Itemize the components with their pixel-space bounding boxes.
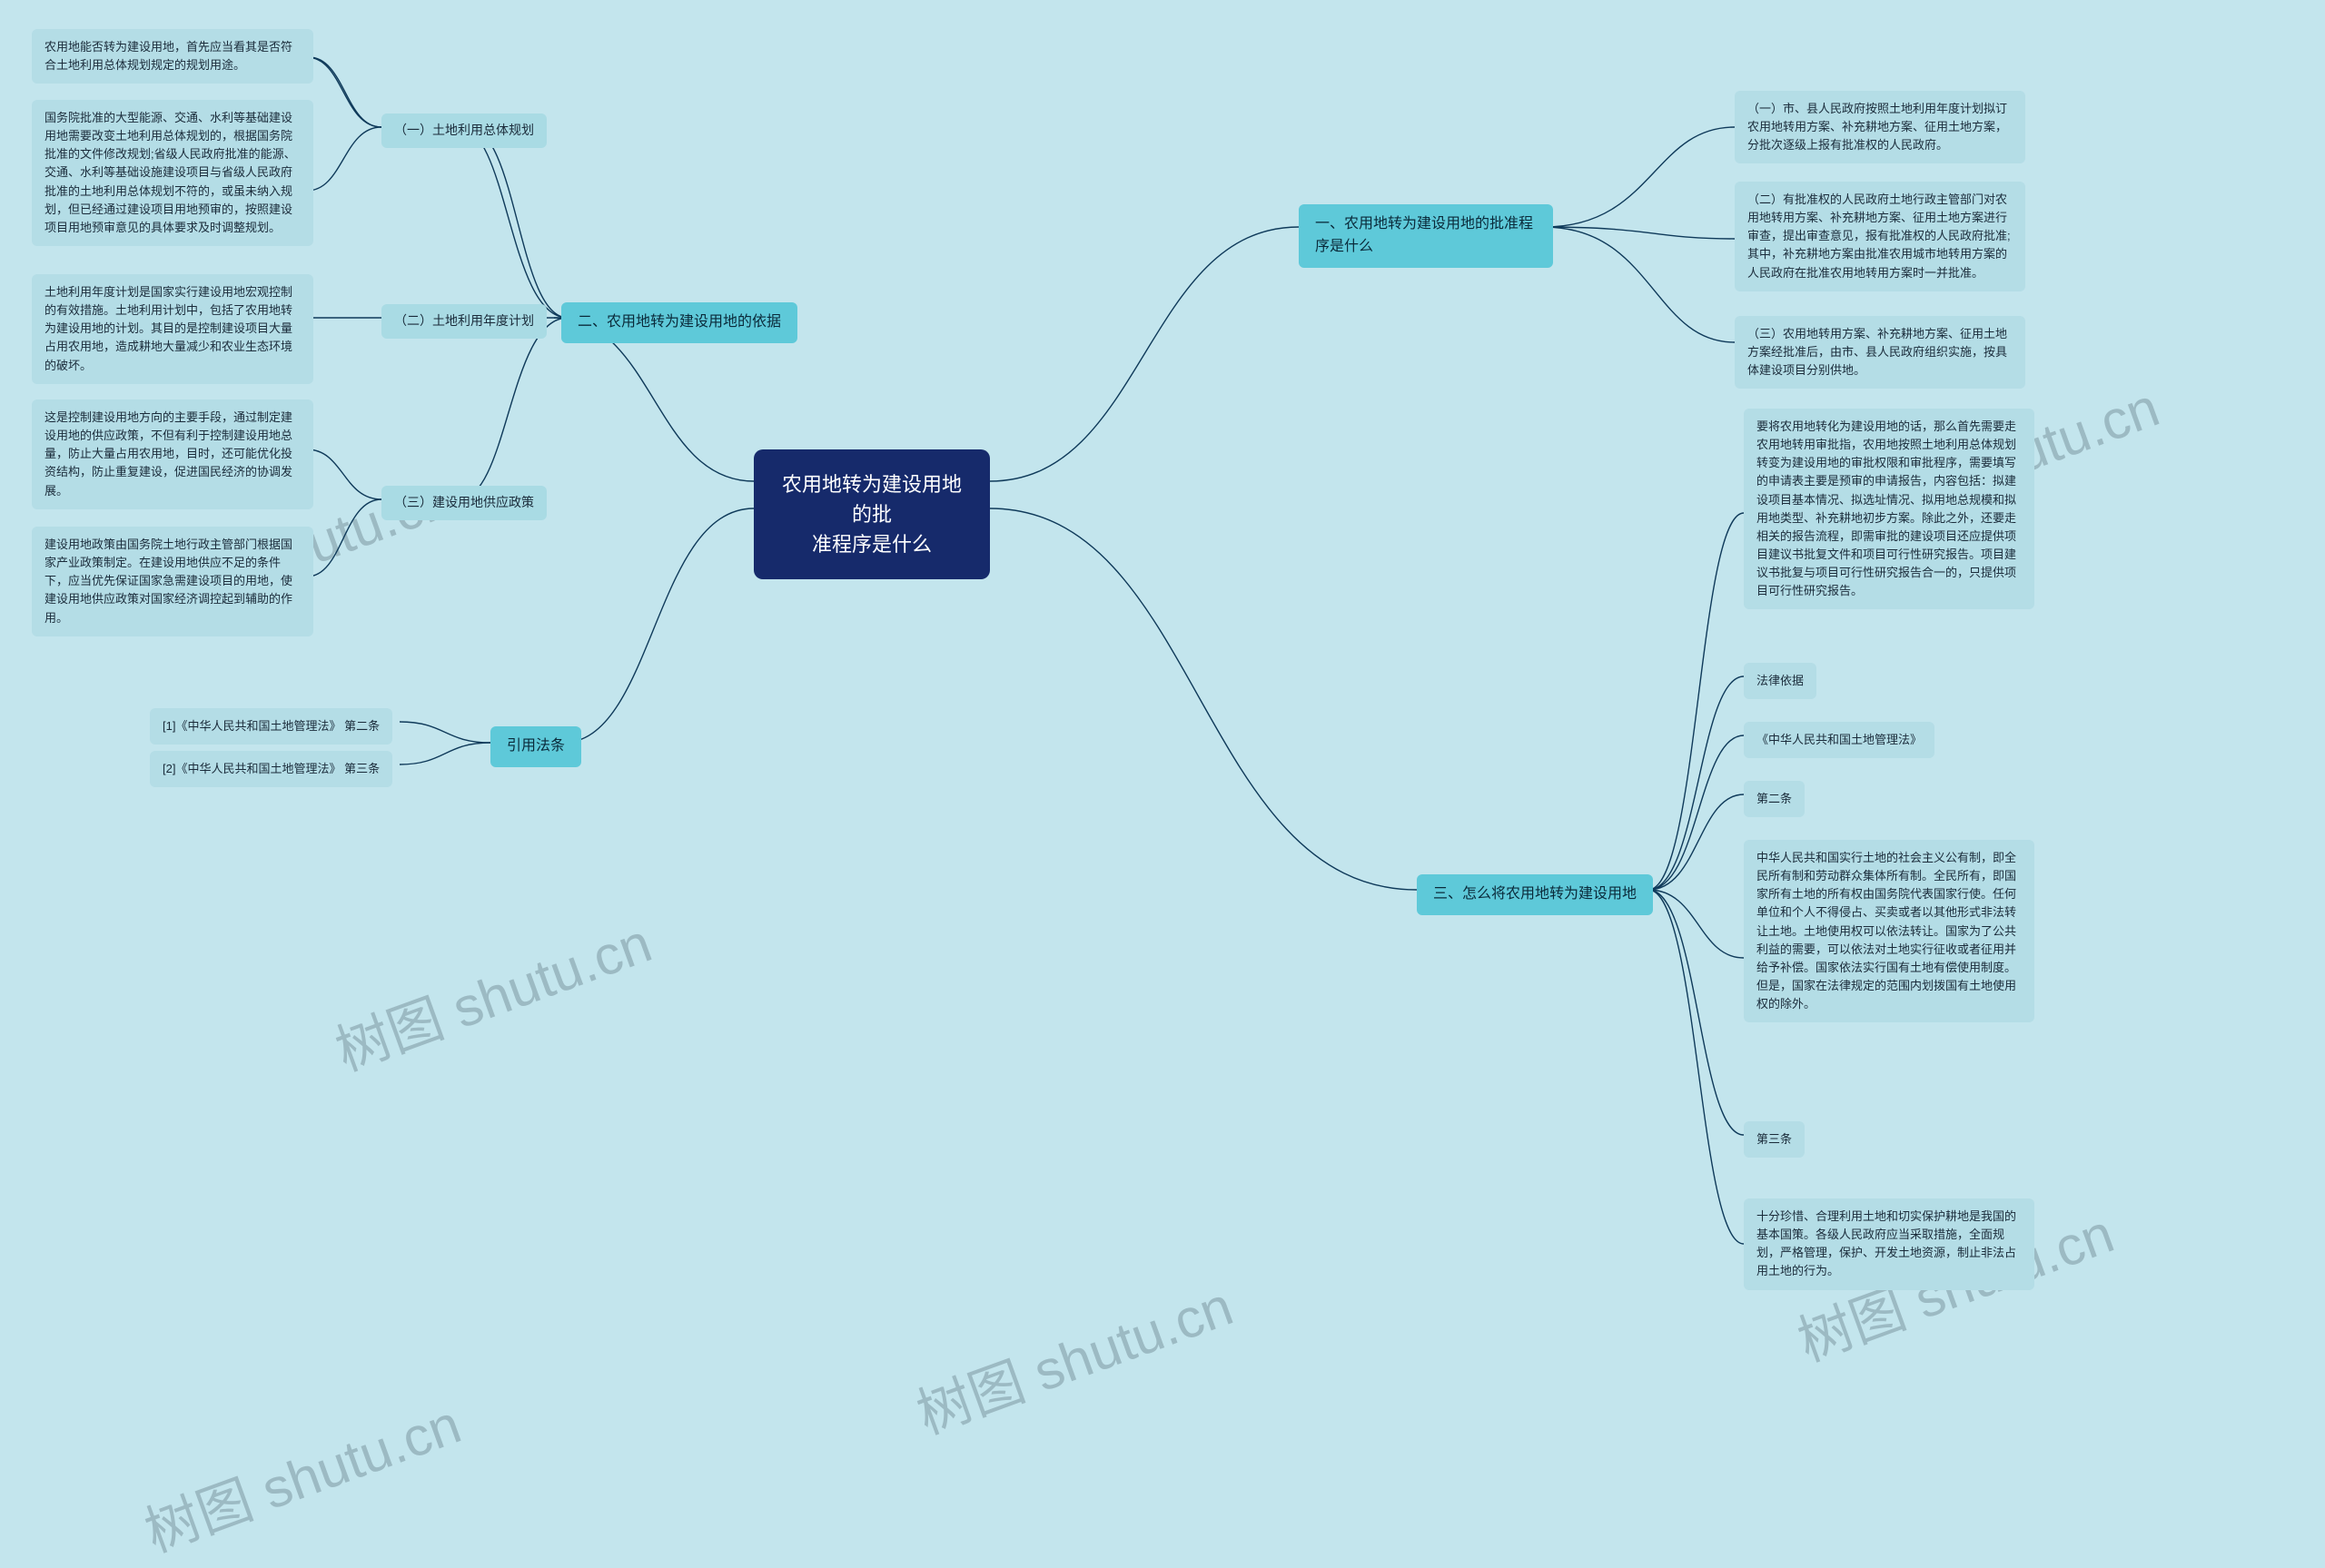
leaf-b3-4: 第二条	[1744, 781, 1805, 817]
leaf-b1-2: （二）有批准权的人民政府土地行政主管部门对农用地转用方案、补充耕地方案、征用土地…	[1735, 182, 2025, 291]
leaf-s3-1: 这是控制建设用地方向的主要手段，通过制定建设用地的供应政策，不但有利于控制建设用…	[32, 399, 313, 509]
leaf-s1-1: 农用地能否转为建设用地，首先应当看其是否符合土地利用总体规划规定的规划用途。	[32, 29, 313, 84]
branch-1-line2: 序是什么	[1315, 236, 1537, 259]
branch-1: 一、农用地转为建设用地的批准程 序是什么	[1299, 204, 1553, 268]
sub-2-3: （三）建设用地供应政策	[381, 486, 547, 520]
leaf-b3-2: 法律依据	[1744, 663, 1816, 699]
leaf-b3-3: 《中华人民共和国土地管理法》	[1744, 722, 1934, 758]
center-node: 农用地转为建设用地的批 准程序是什么	[754, 449, 990, 579]
leaf-b4-2: [2]《中华人民共和国土地管理法》 第三条	[150, 751, 392, 787]
leaf-b3-5: 中华人民共和国实行土地的社会主义公有制，即全民所有制和劳动群众集体所有制。全民所…	[1744, 840, 2034, 1022]
sub-2-2: （二）土地利用年度计划	[381, 304, 547, 339]
leaf-b4-1: [1]《中华人民共和国土地管理法》 第二条	[150, 708, 392, 745]
leaf-s2-1: 土地利用年度计划是国家实行建设用地宏观控制的有效措施。土地利用计划中，包括了农用…	[32, 274, 313, 384]
watermark: 树图 shutu.cn	[905, 1262, 1242, 1449]
branch-4: 引用法条	[490, 726, 581, 767]
center-title-line2: 准程序是什么	[779, 529, 965, 559]
branch-3: 三、怎么将农用地转为建设用地	[1417, 874, 1653, 915]
leaf-b3-7: 十分珍惜、合理利用土地和切实保护耕地是我国的基本国策。各级人民政府应当采取措施，…	[1744, 1198, 2034, 1290]
leaf-b3-6: 第三条	[1744, 1121, 1805, 1158]
sub-2-1: （一）土地利用总体规划	[381, 113, 547, 148]
leaf-s3-2: 建设用地政策由国务院土地行政主管部门根据国家产业政策制定。在建设用地供应不足的条…	[32, 527, 313, 636]
branch-2: 二、农用地转为建设用地的依据	[561, 302, 797, 343]
branch-1-line1: 一、农用地转为建设用地的批准程	[1315, 213, 1537, 236]
watermark: 树图 shutu.cn	[133, 1380, 470, 1567]
watermark: 树图 shutu.cn	[323, 899, 660, 1086]
leaf-b3-1: 要将农用地转化为建设用地的话，那么首先需要走农用地转用审批指，农用地按照土地利用…	[1744, 409, 2034, 609]
center-title-line1: 农用地转为建设用地的批	[779, 469, 965, 529]
leaf-b1-3: （三）农用地转用方案、补充耕地方案、征用土地方案经批准后，由市、县人民政府组织实…	[1735, 316, 2025, 389]
leaf-b1-1: （一）市、县人民政府按照土地利用年度计划拟订农用地转用方案、补充耕地方案、征用土…	[1735, 91, 2025, 163]
leaf-s1-2: 国务院批准的大型能源、交通、水利等基础建设用地需要改变土地利用总体规划的，根据国…	[32, 100, 313, 246]
